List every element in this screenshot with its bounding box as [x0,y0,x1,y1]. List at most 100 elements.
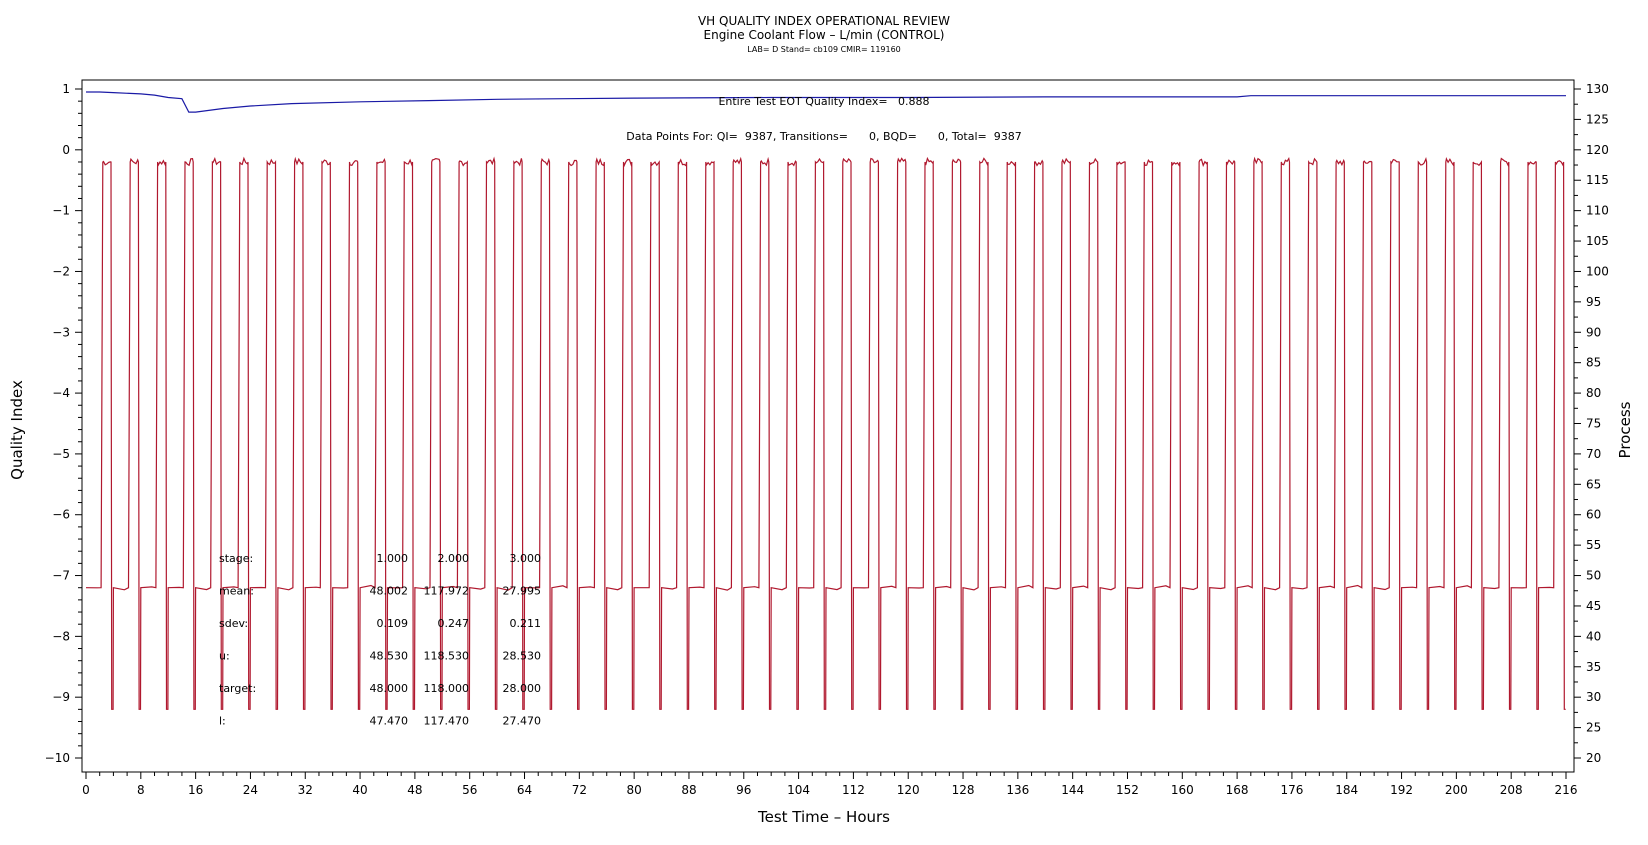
y-right-tick-label: 55 [1586,538,1601,552]
datapoints-annotation: Data Points For: QI= 9387, Transitions= … [626,130,1021,143]
y-right-tick-label: 30 [1586,690,1601,704]
y-axis-left: 1 0 −1 −2 −3 −4 −5 −6 −7 −8 −9 −10 [45,82,82,765]
y-right-tick-label: 105 [1586,234,1609,248]
chart-title: VH QUALITY INDEX OPERATIONAL REVIEW [698,14,950,28]
stats-value: 2.000 [438,552,470,565]
plot-series [85,91,1566,710]
y-left-tick-label: −6 [52,508,70,522]
stats-value: 1.000 [377,552,409,565]
x-tick-label: 56 [462,783,477,797]
x-tick-label: 120 [897,783,920,797]
stats-value: 48.002 [370,585,409,598]
y-right-tick-label: 50 [1586,569,1601,583]
x-tick-label: 128 [952,783,975,797]
y-right-tick-label: 35 [1586,660,1601,674]
y-right-tick-label: 40 [1586,629,1601,643]
y-left-tick-label: −4 [52,386,70,400]
y-left-tick-label: −10 [45,751,70,765]
x-tick-label: 160 [1171,783,1194,797]
x-tick-label: 112 [842,783,865,797]
y-right-tick-label: 125 [1586,112,1609,126]
stats-value: 118.530 [424,650,470,663]
stats-value: 48.530 [370,650,409,663]
x-tick-label: 184 [1335,783,1358,797]
y-right-tick-label: 120 [1586,143,1609,157]
y-right-tick-label: 80 [1586,386,1601,400]
x-tick-label: 32 [298,783,313,797]
y-left-tick-label: −2 [52,264,70,278]
stats-row-label: u: [219,650,230,663]
stats-value: 27.470 [503,715,542,728]
x-tick-label: 136 [1006,783,1029,797]
stats-row-label: l: [219,715,226,728]
eot-annotation: Entire Test EOT Quality Index= 0.888 [718,95,929,108]
x-tick-label: 200 [1445,783,1468,797]
x-tick-label: 104 [787,783,810,797]
x-tick-label: 64 [517,783,532,797]
x-axis: 0 8 16 24 32 40 48 56 64 72 80 88 96 104 112 120 128 136 1… [82,772,1577,797]
y-left-tick-label: −7 [52,569,70,583]
x-axis-label: Test Time – Hours [757,808,890,826]
stats-value: 0.247 [438,617,470,630]
stats-value: 117.972 [424,585,470,598]
stats-value: 28.530 [503,650,542,663]
y-left-tick-label: −3 [52,325,70,339]
y-right-tick-label: 115 [1586,173,1609,187]
stats-value: 118.000 [424,682,470,695]
y-right-tick-label: 85 [1586,356,1601,370]
quality-index-series-line [86,91,1566,113]
x-tick-label: 88 [681,783,696,797]
chart-subtitle: Engine Coolant Flow – L/min (CONTROL) [704,28,945,42]
y-right-tick-label: 65 [1586,477,1601,491]
stats-table: stage: 1.000 2.000 3.000 mean: 48.002 117.972 2… [219,552,541,728]
y-left-tick-label: −8 [52,629,70,643]
y-right-tick-label: 70 [1586,447,1601,461]
process-series-line [85,156,1566,710]
y-axis-right: 130 125 120 115 110 105 100 95 90 85 80 75 70 65 60 55 5… [1574,82,1609,765]
stats-value: 28.000 [503,682,542,695]
y-right-tick-label: 60 [1586,508,1601,522]
stats-row-label: target: [219,682,256,695]
y-right-tick-label: 100 [1586,264,1609,278]
y-left-tick-label: 1 [62,82,70,96]
y-right-tick-label: 25 [1586,721,1601,735]
x-tick-label: 48 [407,783,422,797]
y-left-tick-label: −1 [52,204,70,218]
y-axis-left-label: Quality Index [8,380,26,480]
plot-frame [81,79,1575,773]
chart-subtitle-2: LAB= D Stand= cb109 CMIR= 119160 [747,45,901,54]
y-right-tick-label: 75 [1586,417,1601,431]
y-right-tick-label: 130 [1586,82,1609,96]
x-tick-label: 152 [1116,783,1139,797]
x-tick-label: 176 [1280,783,1303,797]
stats-value: 3.000 [510,552,542,565]
stats-row-label: sdev: [219,617,248,630]
stats-value: 47.470 [370,715,409,728]
x-tick-label: 80 [627,783,642,797]
y-left-tick-label: −5 [52,447,70,461]
y-right-tick-label: 20 [1586,751,1601,765]
x-tick-label: 24 [243,783,258,797]
x-tick-label: 144 [1061,783,1084,797]
y-left-tick-label: −9 [52,690,70,704]
x-tick-label: 192 [1390,783,1413,797]
x-tick-label: 16 [188,783,203,797]
x-tick-label: 40 [352,783,367,797]
x-tick-label: 168 [1226,783,1249,797]
stats-value: 27.995 [503,585,542,598]
y-axis-right-label: Process [1616,401,1634,458]
y-right-tick-label: 110 [1586,204,1609,218]
x-tick-label: 208 [1500,783,1523,797]
stats-value: 117.470 [424,715,470,728]
y-left-tick-label: 0 [62,143,70,157]
stats-row-label: stage: [219,552,253,565]
stats-value: 0.109 [377,617,409,630]
stats-value: 0.211 [510,617,542,630]
x-tick-label: 0 [82,783,90,797]
x-tick-label: 8 [137,783,145,797]
y-right-tick-label: 90 [1586,325,1601,339]
x-tick-label: 216 [1555,783,1578,797]
x-tick-label: 72 [572,783,587,797]
y-right-tick-label: 45 [1586,599,1601,613]
